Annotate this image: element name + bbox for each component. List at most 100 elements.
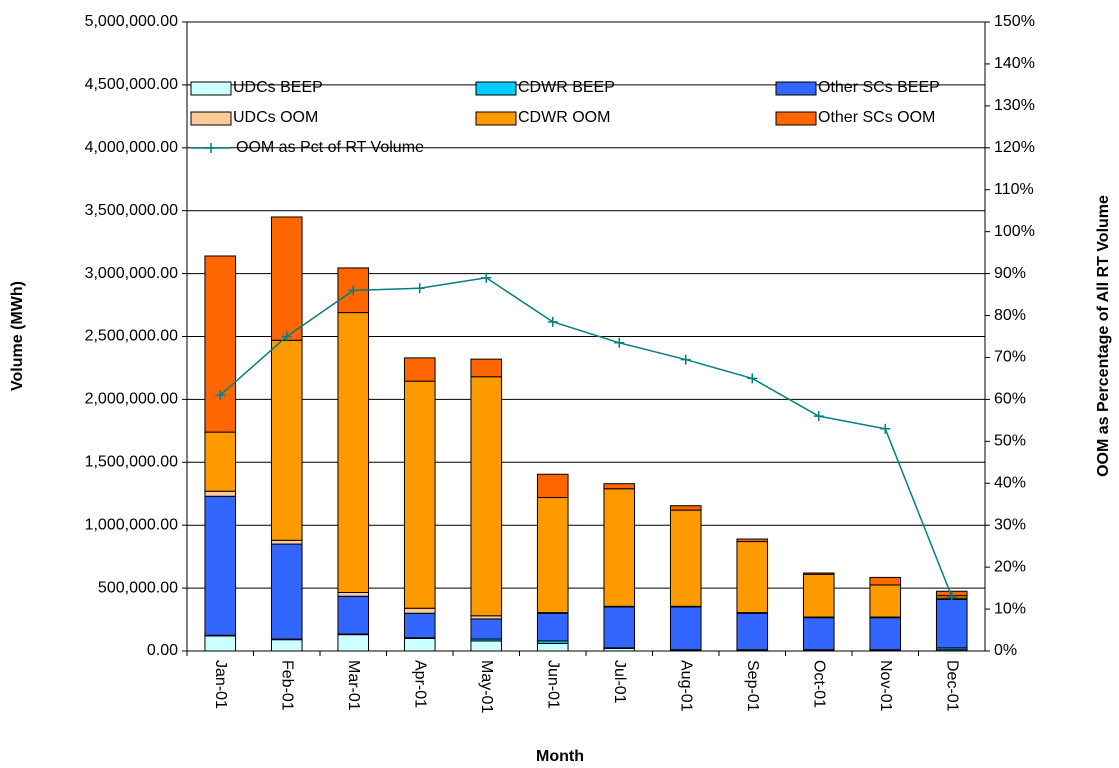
y-tick-label: 2,500,000.00 <box>85 328 179 345</box>
y-tick-label: 1,500,000.00 <box>85 454 179 471</box>
bar-segment <box>869 576 902 586</box>
y-tick-label: 3,500,000.00 <box>85 202 179 219</box>
legend-label: Other SCs BEEP <box>818 79 940 96</box>
bar-segment <box>204 635 237 652</box>
bar-segment <box>536 612 569 642</box>
legend-label: CDWR OOM <box>518 109 610 126</box>
bar-segment <box>403 380 436 609</box>
bar-segment <box>403 612 436 639</box>
line-marker <box>215 390 226 401</box>
bar-segment <box>470 618 503 640</box>
line-marker <box>281 331 292 342</box>
bar-segment <box>603 606 636 649</box>
legend-swatch <box>775 81 817 96</box>
legend-swatch <box>775 111 817 126</box>
x-tick-label: Nov-01 <box>877 660 894 712</box>
x-tick-label: Sep-01 <box>744 660 761 712</box>
y2-tick-label: 60% <box>994 391 1026 408</box>
legend-marker <box>206 143 216 153</box>
x-tick-label: Jun-01 <box>545 660 562 709</box>
bar-segment <box>736 538 769 543</box>
line-marker <box>813 411 824 422</box>
y2-tick-label: 80% <box>994 307 1026 324</box>
legend-swatch <box>190 111 232 126</box>
bar-segment <box>337 634 370 652</box>
bar-segment <box>337 592 370 597</box>
bar-segment <box>403 607 436 614</box>
bar-segment <box>935 598 968 649</box>
bar-segment <box>470 640 503 652</box>
bar-segment <box>270 539 303 545</box>
x-tick-label: Dec-01 <box>944 660 961 712</box>
x-tick-label: Aug-01 <box>678 660 695 712</box>
x-axis-title: Month <box>536 748 584 765</box>
bar-segment <box>470 358 503 378</box>
bar-segment <box>802 573 835 618</box>
bar-segment <box>736 612 769 651</box>
bar-segment <box>536 473 569 499</box>
bar-segment <box>270 543 303 640</box>
bar-segment <box>270 339 303 541</box>
bar-segment <box>669 509 702 607</box>
bar-segment <box>802 617 835 651</box>
y2-tick-label: 0% <box>994 642 1017 659</box>
bar-segment <box>403 357 436 382</box>
legend-swatch <box>190 81 232 96</box>
bar-segment <box>536 642 569 652</box>
y2-tick-label: 140% <box>994 55 1035 72</box>
bar-segment <box>603 488 636 607</box>
line-marker <box>481 272 492 283</box>
y2-tick-label: 120% <box>994 139 1035 156</box>
bar-segment <box>204 255 237 433</box>
y-tick-label: 500,000.00 <box>98 579 178 596</box>
x-tick-label: Jul-01 <box>611 660 628 704</box>
x-tick-label: Mar-01 <box>345 660 362 711</box>
y-axis-title: Volume (MWh) <box>9 281 26 391</box>
line-marker <box>614 337 625 348</box>
bar-segment <box>669 606 702 651</box>
y-tick-label: 0.00 <box>147 642 178 659</box>
bar-segment <box>536 497 569 614</box>
line-marker <box>680 354 691 365</box>
legend-label: OOM as Pct of RT Volume <box>236 139 424 156</box>
y2-tick-label: 130% <box>994 97 1035 114</box>
bar-segment <box>204 431 237 492</box>
x-tick-label: Apr-01 <box>412 660 429 708</box>
y2-tick-label: 10% <box>994 600 1026 617</box>
y2-tick-label: 40% <box>994 474 1026 491</box>
y2-tick-label: 30% <box>994 516 1026 533</box>
legend-label: Other SCs OOM <box>818 109 935 126</box>
y-tick-label: 1,000,000.00 <box>85 516 179 533</box>
x-tick-label: Oct-01 <box>811 660 828 708</box>
y2-tick-label: 70% <box>994 349 1026 366</box>
bar-segment <box>204 495 237 636</box>
y-tick-label: 4,500,000.00 <box>85 76 179 93</box>
line-marker <box>747 373 758 384</box>
line-marker <box>946 591 957 602</box>
bar-segment <box>270 216 303 341</box>
bar-segment <box>403 637 436 652</box>
legend-swatch <box>475 81 517 96</box>
bar-segment <box>204 490 237 497</box>
x-tick-label: Feb-01 <box>279 660 296 711</box>
line-marker <box>348 285 359 296</box>
legend-label: CDWR BEEP <box>518 79 615 96</box>
bar-segment <box>337 595 370 635</box>
legend-label: UDCs BEEP <box>233 79 323 96</box>
bar-segment <box>736 541 769 614</box>
line-marker <box>547 316 558 327</box>
y-tick-label: 5,000,000.00 <box>85 13 179 30</box>
legend-swatch <box>475 111 517 126</box>
y2-tick-label: 100% <box>994 223 1035 240</box>
bar-segment <box>270 639 303 652</box>
x-tick-label: Jan-01 <box>212 660 229 709</box>
y2-tick-label: 50% <box>994 433 1026 450</box>
y-tick-label: 2,000,000.00 <box>85 391 179 408</box>
line-series <box>219 277 953 597</box>
bar-segment <box>603 483 636 490</box>
bar-segment <box>669 505 702 511</box>
line-marker <box>414 283 425 294</box>
y2-tick-label: 90% <box>994 265 1026 282</box>
y2-tick-label: 150% <box>994 13 1035 30</box>
